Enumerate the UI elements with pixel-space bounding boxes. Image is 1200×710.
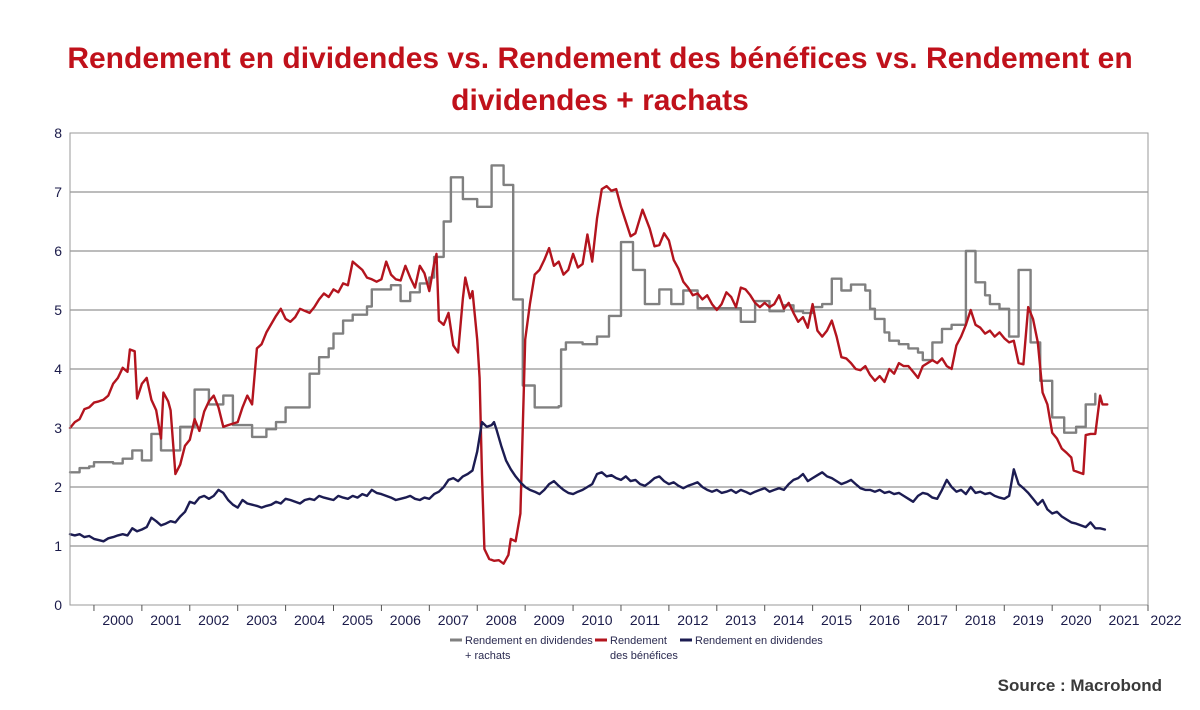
legend: Rendement en dividendes + rachats Rendemen… xyxy=(450,635,823,662)
series-lines xyxy=(68,164,1109,565)
legend-label-3: Rendement en dividendes xyxy=(695,635,823,647)
y-tick-label: 0 xyxy=(54,597,62,613)
x-tick-label-2000: 2000 xyxy=(102,612,133,628)
legend-label-2: Rendement xyxy=(610,635,667,647)
x-tick-label-2016: 2016 xyxy=(869,612,900,628)
x-tick-label-2001: 2001 xyxy=(150,612,181,628)
y-tick-label: 6 xyxy=(54,243,62,259)
axes: 0 1 2 3 4 5 6 7 8 2000 2001 2002 2003 2004 2005 2006 200… xyxy=(54,125,1182,628)
y-tick-label: 2 xyxy=(54,479,62,495)
y-tick-label: 8 xyxy=(54,125,62,141)
x-tick-label-2010: 2010 xyxy=(581,612,612,628)
legend-label-1: Rendement en dividendes xyxy=(465,635,593,647)
y-tick-label: 4 xyxy=(54,361,62,377)
plot-frame xyxy=(69,132,1149,606)
x-tick-label-2009: 2009 xyxy=(534,612,565,628)
x-tick-label-2008: 2008 xyxy=(486,612,517,628)
x-tick-label-2006: 2006 xyxy=(390,612,421,628)
chart-title: Rendement en dividendes vs. Rendement de… xyxy=(67,42,1133,117)
y-tick-label: 5 xyxy=(54,302,62,318)
x-tick-label-2007: 2007 xyxy=(438,612,469,628)
gridlines xyxy=(70,132,1148,547)
x-tick-label-2018: 2018 xyxy=(965,612,996,628)
x-tick-label-2022: 2022 xyxy=(1150,612,1181,628)
x-tick-label-2021: 2021 xyxy=(1108,612,1139,628)
x-tick-label-2015: 2015 xyxy=(821,612,852,628)
y-tick-label: 7 xyxy=(54,184,62,200)
series-line-2 xyxy=(68,184,1109,565)
source-note: Source : Macrobond xyxy=(997,676,1162,695)
series-line-1 xyxy=(68,164,1097,474)
y-tick-label: 1 xyxy=(54,538,62,554)
legend-label-2: des bénéfices xyxy=(610,650,678,662)
x-tick-label-2004: 2004 xyxy=(294,612,325,628)
y-tick-label: 3 xyxy=(54,420,62,436)
legend-label-1: + rachats xyxy=(465,650,511,662)
x-tick-label-2011: 2011 xyxy=(630,612,660,628)
x-tick-label-2012: 2012 xyxy=(677,612,708,628)
x-tick-label-2002: 2002 xyxy=(198,612,229,628)
series-line-3 xyxy=(68,420,1107,543)
x-tick-label-2013: 2013 xyxy=(725,612,756,628)
x-tick-label-2014: 2014 xyxy=(773,612,804,628)
x-tick-label-2019: 2019 xyxy=(1013,612,1044,628)
x-tick-label-2020: 2020 xyxy=(1061,612,1092,628)
x-tick-label-2017: 2017 xyxy=(917,612,948,628)
x-tick-label-2005: 2005 xyxy=(342,612,373,628)
x-tick-label-2003: 2003 xyxy=(246,612,277,628)
